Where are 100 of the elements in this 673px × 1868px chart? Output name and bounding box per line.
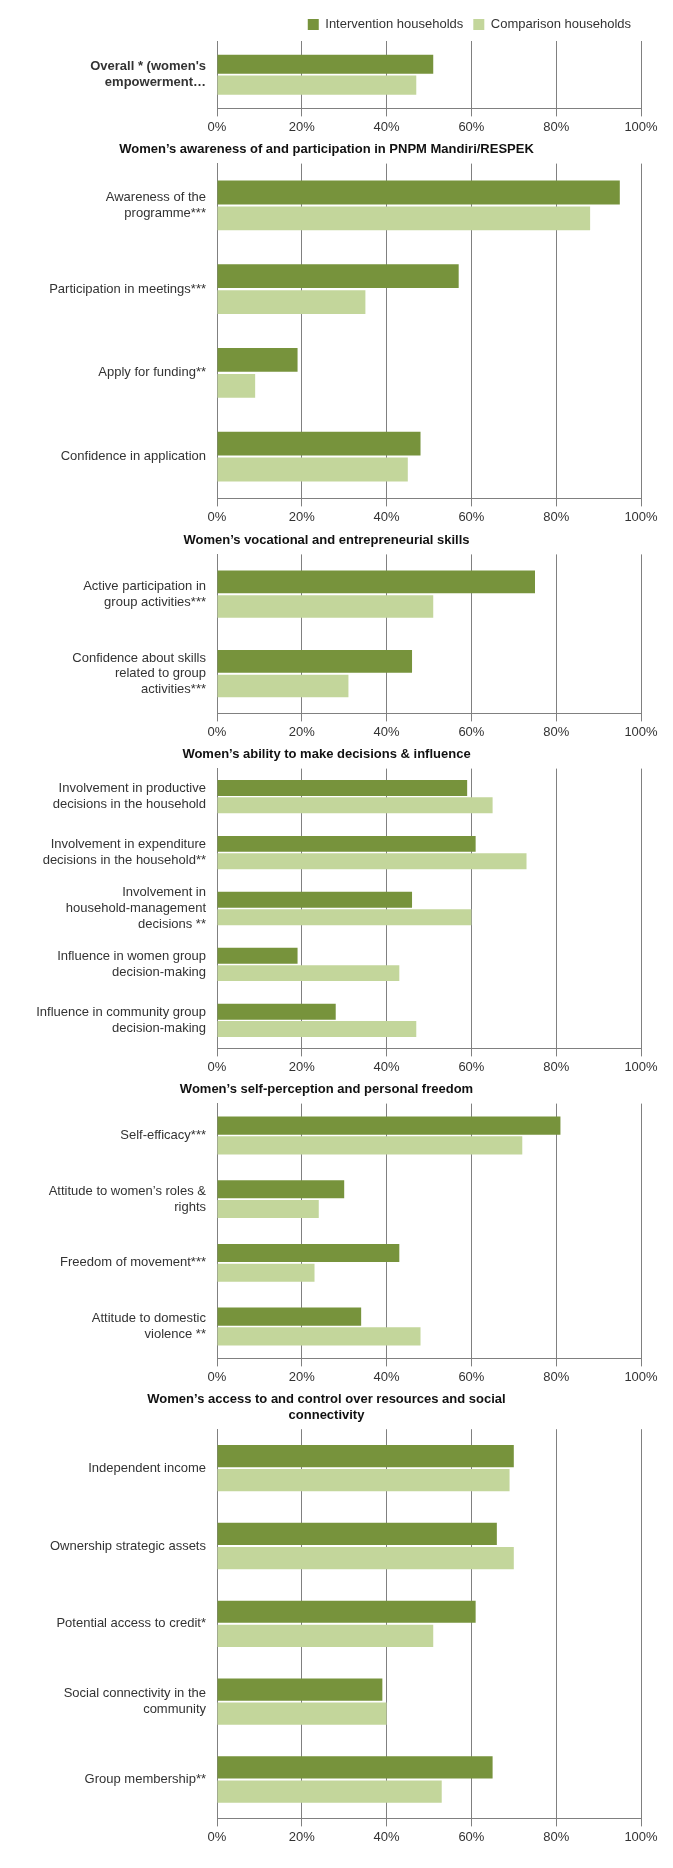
- bar: [217, 649, 413, 673]
- x-tick-label: 80%: [543, 723, 570, 739]
- x-tick-label: 0%: [207, 1368, 227, 1384]
- x-tick-label: 40%: [373, 1828, 401, 1844]
- legend-label: Comparison households: [490, 16, 632, 32]
- x-tick-label: 80%: [543, 1828, 570, 1844]
- x-tick-label: 0%: [207, 1828, 227, 1844]
- bar: [217, 1003, 336, 1020]
- y-tick-label: Involvement in household-management decisions **: [65, 884, 207, 931]
- y-tick-label: Attitude to domestic violence **: [91, 1310, 207, 1341]
- bar: [217, 965, 400, 982]
- x-tick-label: 0%: [207, 508, 227, 524]
- x-tick-label: 0%: [207, 723, 227, 739]
- bar: [217, 1600, 476, 1623]
- bar: [217, 595, 434, 618]
- bar: [217, 264, 459, 289]
- bar: [217, 1522, 497, 1545]
- bar: [217, 1780, 442, 1803]
- bar: [217, 206, 591, 231]
- x-tick-label: 100%: [624, 508, 659, 524]
- x-tick-label: 80%: [543, 508, 570, 524]
- bar: [217, 347, 298, 372]
- y-tick-label: Involvement in expenditure decisions in the household**: [42, 836, 206, 867]
- bar: [217, 180, 620, 205]
- y-tick-label: Overall * (women's empowerment…: [90, 58, 206, 90]
- bar: [217, 853, 527, 870]
- bar: [217, 1469, 510, 1492]
- y-tick-label: Attitude to women’s roles & rights: [48, 1182, 207, 1214]
- x-tick-label: 80%: [543, 1368, 570, 1384]
- x-tick-label: 100%: [624, 723, 659, 739]
- bar: [217, 1702, 387, 1725]
- bar: [217, 1624, 434, 1647]
- chart-title: Women’s self-perception and personal freedom: [179, 1081, 474, 1097]
- y-tick-label: Confidence in application: [60, 448, 206, 464]
- y-tick-label: Freedom of movement***: [60, 1254, 206, 1270]
- bar: [217, 373, 256, 398]
- bar: [217, 1136, 523, 1155]
- bar: [217, 909, 472, 926]
- bar: [217, 1263, 315, 1282]
- bar: [217, 290, 366, 315]
- x-tick-label: 60%: [458, 1058, 485, 1074]
- bar: [217, 891, 413, 908]
- y-tick-label: Influence in women group decision-making: [57, 948, 206, 979]
- bar: [217, 1021, 417, 1038]
- x-tick-label: 40%: [373, 723, 401, 739]
- x-tick-label: 20%: [288, 1828, 316, 1844]
- chart-title: Women’s vocational and entrepreneurial skills: [183, 532, 470, 548]
- x-tick-label: 20%: [288, 1368, 316, 1384]
- x-tick-label: 100%: [624, 118, 659, 134]
- bar: [217, 1180, 345, 1199]
- bar: [217, 1307, 362, 1326]
- x-tick-label: 20%: [288, 1058, 316, 1074]
- bar: [217, 1678, 383, 1701]
- y-tick-label: Social connectivity in the community: [63, 1685, 207, 1717]
- x-tick-label: 80%: [543, 1058, 570, 1074]
- bar: [217, 457, 408, 482]
- y-tick-label: Participation in meetings***: [49, 280, 206, 296]
- x-tick-label: 40%: [373, 118, 401, 134]
- x-tick-label: 60%: [458, 1828, 485, 1844]
- x-tick-label: 40%: [373, 1368, 401, 1384]
- y-tick-label: Potential access to credit*: [56, 1615, 206, 1631]
- bar: [217, 1756, 493, 1779]
- y-tick-label: Independent income: [88, 1459, 206, 1475]
- legend-label: Intervention households: [325, 16, 464, 32]
- bar: [217, 835, 476, 852]
- x-tick-label: 60%: [458, 118, 485, 134]
- x-tick-label: 20%: [288, 118, 316, 134]
- bar: [217, 1444, 514, 1468]
- y-tick-label: Awareness of the programme***: [105, 189, 206, 220]
- bar: [217, 779, 468, 796]
- x-tick-label: 0%: [207, 118, 227, 134]
- chart-title: Women’s awareness of and participation in PNPM Mandiri/RESPEK: [119, 141, 535, 157]
- y-tick-label: Involvement in productive decisions in the household: [52, 780, 206, 811]
- bar: [217, 674, 349, 698]
- bar: [217, 1546, 514, 1570]
- x-tick-label: 100%: [624, 1368, 659, 1384]
- y-tick-label: Self-efficacy***: [120, 1127, 206, 1143]
- y-tick-label: Apply for funding**: [98, 364, 206, 380]
- x-tick-label: 20%: [288, 508, 316, 524]
- y-tick-label: Ownership strategic assets: [49, 1537, 207, 1553]
- bar: [217, 570, 535, 594]
- bar: [217, 431, 421, 456]
- y-tick-label: Confidence about skills related to group activities***: [72, 649, 207, 696]
- x-tick-label: 40%: [373, 1058, 401, 1074]
- y-tick-label: Active participation in group activities***: [83, 577, 206, 609]
- x-tick-label: 40%: [373, 508, 401, 524]
- bar: [217, 1199, 319, 1219]
- x-tick-label: 100%: [624, 1058, 659, 1074]
- y-tick-label: Group membership**: [84, 1771, 206, 1787]
- x-tick-label: 100%: [624, 1828, 659, 1844]
- bar: [217, 947, 298, 964]
- chart-title: Women’s ability to make decisions & influence: [182, 746, 471, 762]
- bar: [217, 797, 493, 814]
- chart-title: Women’s access to and control over resources and social connectivity: [147, 1391, 506, 1422]
- x-tick-label: 60%: [458, 723, 485, 739]
- x-tick-label: 80%: [543, 118, 570, 134]
- x-tick-label: 20%: [288, 723, 316, 739]
- bar: [217, 1327, 421, 1346]
- bar: [217, 1243, 400, 1263]
- x-tick-label: 60%: [458, 508, 485, 524]
